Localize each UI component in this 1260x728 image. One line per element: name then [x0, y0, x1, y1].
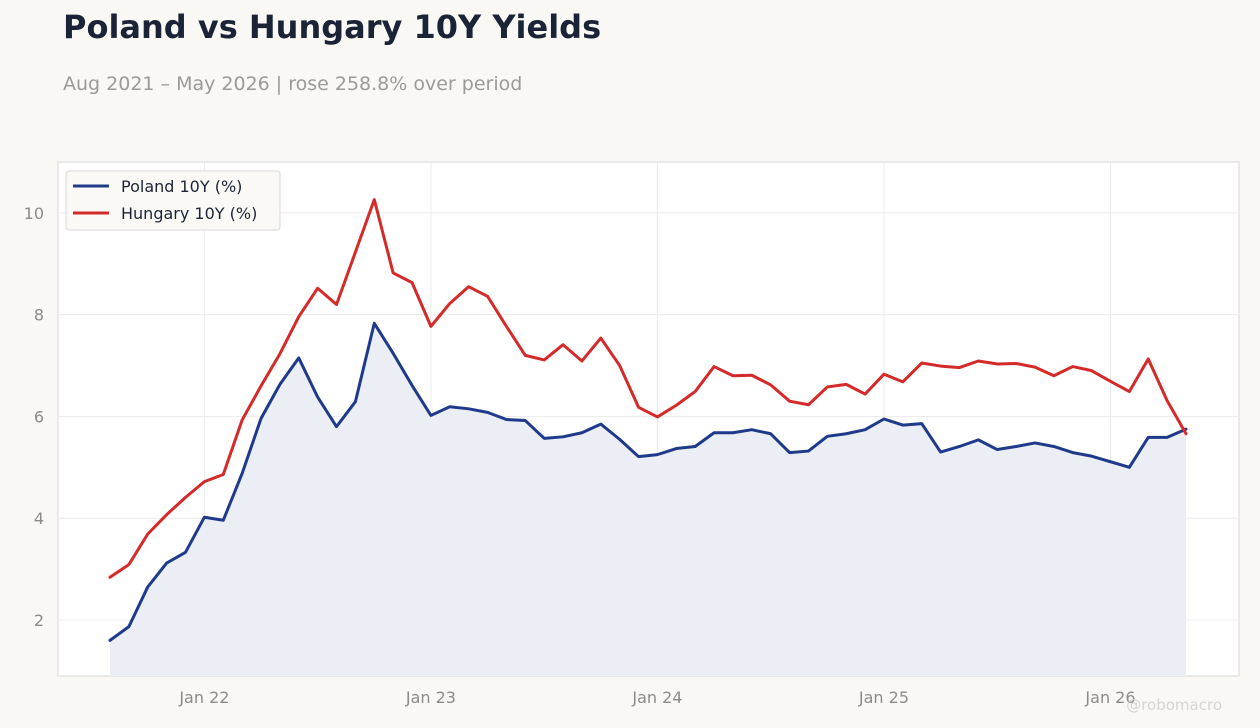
- series-line-poland: [108, 321, 1188, 642]
- series-lines: [108, 198, 1188, 676]
- y-tick-label: 6: [34, 407, 44, 426]
- y-axis-ticks: 2 4 6 8 10: [24, 204, 44, 630]
- series-area-poland: [110, 323, 1186, 676]
- legend-label-hungary: Hungary 10Y (%): [121, 204, 257, 223]
- chart-subtitle: Aug 2021 – May 2026 | rose 258.8% over p…: [63, 73, 523, 95]
- x-tick-label: Jan 23: [405, 688, 456, 707]
- chart-title: Poland vs Hungary 10Y Yields: [63, 8, 602, 46]
- y-tick-label: 10: [24, 204, 44, 223]
- y-tick-label: 2: [34, 611, 44, 630]
- series-line-hungary: [108, 198, 1188, 579]
- watermark: @robomacro: [1126, 696, 1222, 714]
- x-axis-ticks: Jan 22 Jan 23 Jan 24 Jan 25 Jan 26: [178, 688, 1135, 707]
- y-tick-label: 8: [34, 306, 44, 325]
- x-tick-label: Jan 26: [1084, 688, 1135, 707]
- x-tick-label: Jan 25: [858, 688, 909, 707]
- legend-label-poland: Poland 10Y (%): [121, 177, 242, 196]
- x-tick-label: Jan 24: [631, 688, 682, 707]
- y-tick-label: 4: [34, 509, 44, 528]
- x-tick-label: Jan 22: [178, 688, 229, 707]
- legend: Poland 10Y (%) Hungary 10Y (%): [65, 170, 281, 231]
- legend-box: [65, 170, 281, 231]
